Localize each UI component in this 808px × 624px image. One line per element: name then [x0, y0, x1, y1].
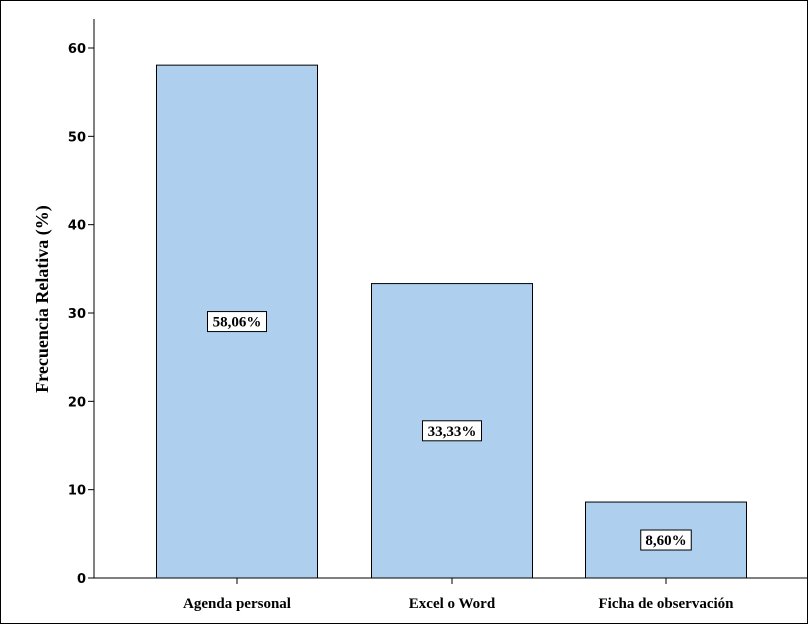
- data-label-box: [207, 311, 267, 333]
- y-tick-label: 0: [77, 572, 86, 587]
- x-tick-label: Agenda personal: [183, 596, 291, 612]
- x-tick-label: Excel o Word: [409, 596, 496, 612]
- data-label-box: [640, 529, 692, 551]
- y-tick-label: 20: [68, 395, 86, 410]
- x-tick-label: Ficha de observación: [599, 596, 735, 612]
- y-tick-label: 50: [68, 130, 86, 145]
- y-tick-label: 30: [68, 307, 86, 322]
- data-label: 8,60%: [645, 533, 686, 549]
- plot-area: 0 10 20 30 40 50 60 Agenda personal 58,06% Excel …: [68, 19, 807, 612]
- y-tick-label: 60: [68, 42, 86, 57]
- y-axis-title: Frecuencia Relativa (%): [32, 205, 53, 393]
- y-tick-label: 10: [68, 484, 86, 499]
- y-tick-label: 40: [68, 219, 86, 234]
- data-label: 33,33%: [428, 424, 477, 440]
- data-label-box: [422, 420, 482, 442]
- bar: [156, 64, 318, 579]
- data-label: 58,06%: [213, 315, 262, 331]
